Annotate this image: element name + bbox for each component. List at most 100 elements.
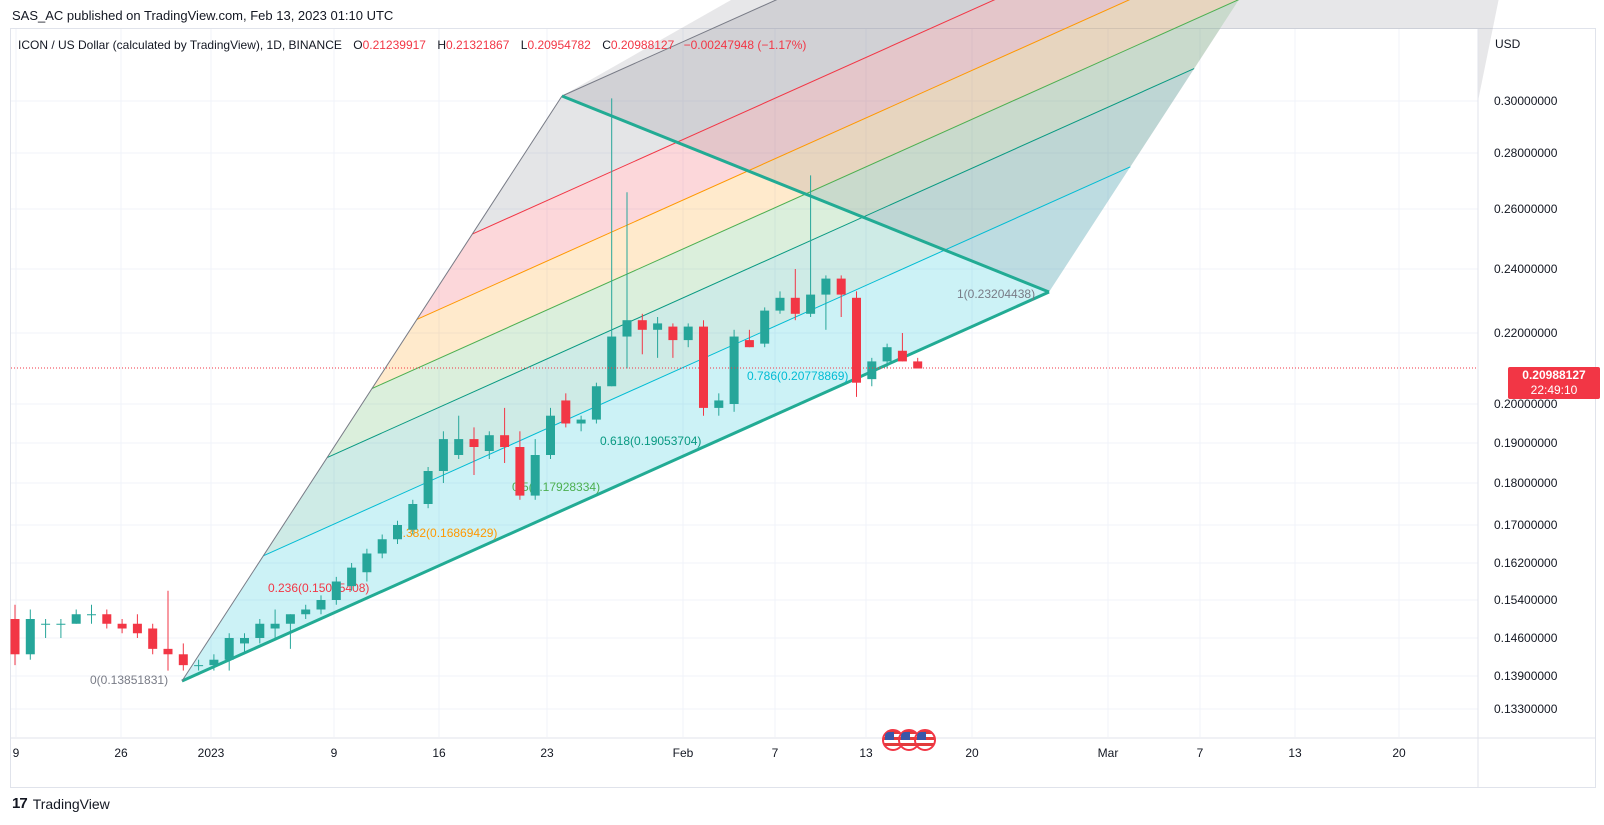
candle-body [41,623,51,625]
economic-events[interactable] [882,729,936,751]
fib-level-label: 0.5(0.17928334) [512,480,600,494]
fib-level-line [472,0,996,235]
candle-body [469,439,479,447]
candle-body [714,400,724,408]
fib-level-label: 1(0.23204438) [957,287,1035,301]
fib-band [263,68,1195,556]
candle-body [576,419,586,424]
candle-body [148,628,158,649]
y-tick-label: 0.20000000 [1494,397,1558,411]
y-tick-label: 0.22000000 [1494,326,1558,340]
x-tick-label: 9 [13,746,20,760]
candle-body [87,614,96,616]
x-tick-label: 20 [965,746,979,760]
y-tick-label: 0.26000000 [1494,202,1558,216]
last-price: 0.20988127 [1522,368,1586,382]
candle-body [331,581,341,600]
candle-body [102,614,112,624]
last-price-badge: 0.20988127 22:49:10 [1508,367,1600,399]
candle-body [897,350,907,362]
candle-body [790,297,800,314]
candle-body [10,619,20,655]
candle-body [240,638,249,644]
candle-body [454,439,464,455]
candle-body [301,609,311,615]
candle-body [194,665,204,667]
close-value: 0.20988127 [610,38,675,52]
open-value: 0.21239917 [362,38,426,52]
currency-label[interactable]: USD [1495,37,1521,51]
y-tick-label: 0.24000000 [1494,262,1558,276]
candle-body [209,659,219,666]
fib-level-line [263,166,1131,557]
fib-level-line [326,68,1195,458]
publish-line: SAS_AC published on TradingView.com, Feb… [12,8,394,23]
candle-body [163,648,173,655]
bar-countdown: 22:49:10 [1530,383,1578,397]
change-value: −0.00247948 (−1.17%) [683,38,807,52]
x-tick-label: Mar [1098,746,1119,760]
candle-body [836,278,846,295]
x-tick-label: 13 [1288,746,1302,760]
candle-body [484,435,494,451]
chart-frame[interactable] [10,28,1596,788]
candle-body [653,323,663,330]
candle-body [744,340,754,348]
candle-body [408,504,418,530]
symbol-legend: ICON / US Dollar (calculated by TradingV… [18,38,806,52]
x-tick-label: 7 [1197,746,1204,760]
candle-body [913,361,923,369]
candle-body [699,326,708,408]
candle-body [132,623,142,634]
candle-body [393,525,402,540]
low-label: L [520,38,528,52]
symbol-title: ICON / US Dollar (calculated by TradingV… [18,38,342,52]
candle-body [316,600,326,610]
candle-body [25,619,35,655]
candle-body [224,638,234,660]
y-tick-label: 0.13300000 [1494,702,1558,716]
candle-body [607,336,617,387]
x-tick-label: 7 [772,746,779,760]
fib-band-extension [562,0,1499,292]
candle-body [56,623,66,625]
candle-body [729,336,739,404]
x-tick-label: 2023 [198,746,225,760]
candle-body [377,539,387,554]
high-label: H [437,38,446,52]
fib-level-label: 0.382(0.16869429) [396,526,497,540]
candle-body [882,347,892,362]
fib-level-line [416,0,1131,320]
y-tick-label: 0.15400000 [1494,593,1558,607]
candle-body [867,361,877,380]
candle-body [637,320,647,330]
x-tick-label: 13 [859,746,873,760]
candle-body [117,623,127,629]
high-value: 0.21321867 [446,38,510,52]
fib-trend-left [181,95,563,682]
candle-body [806,294,816,314]
fib-level-label: 0.618(0.19053704) [600,434,701,448]
candle-body [423,471,433,504]
candle-body [668,326,678,341]
y-tick-label: 0.18000000 [1494,476,1558,490]
candle-body [622,320,632,337]
y-tick-label: 0.17000000 [1494,518,1558,532]
candle-body [71,614,81,624]
fib-band [182,166,1131,681]
x-tick-label: Feb [673,746,694,760]
x-tick-label: 20 [1392,746,1406,760]
fib-level-label: 0(0.13851831) [90,673,168,687]
tradingview-logo[interactable]: 17 TradingView [12,795,110,812]
candle-body [852,297,861,383]
y-tick-label: 0.19000000 [1494,436,1558,450]
candle-body [270,623,280,629]
us-flag-icon[interactable] [914,729,936,751]
fib-level-line [561,0,778,97]
fib-trend-top [561,94,1050,294]
candle-body [775,297,785,311]
y-tick-label: 0.28000000 [1494,146,1558,160]
candle-body [285,614,295,624]
candle-body [760,310,770,344]
